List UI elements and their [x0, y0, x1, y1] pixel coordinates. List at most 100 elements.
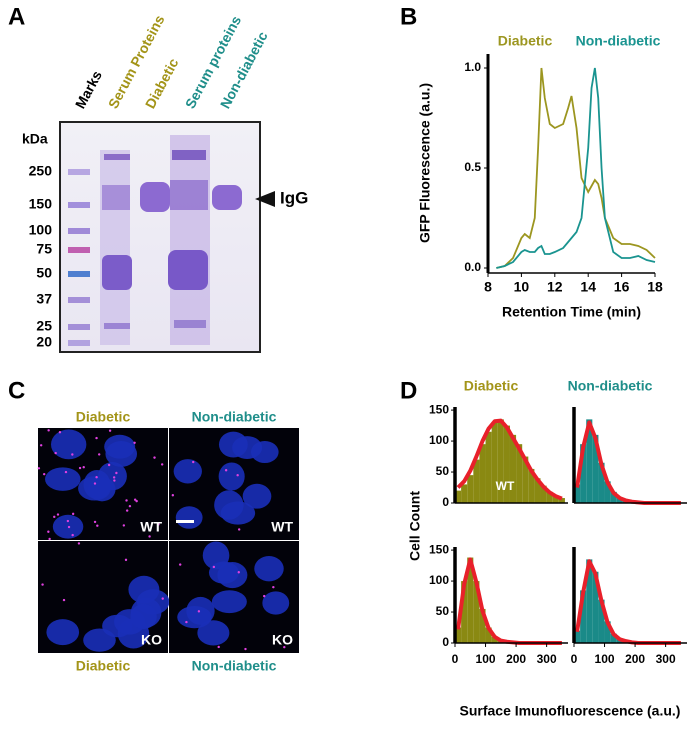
histogram-bar [485, 431, 492, 503]
panel-label: A [8, 3, 25, 30]
y-tick-label: 0 [442, 495, 449, 509]
puncta [197, 610, 201, 613]
histogram-bar [516, 444, 523, 503]
puncta [82, 466, 85, 469]
marker-band [68, 169, 90, 175]
puncta [95, 476, 98, 479]
x-tick-label: 200 [506, 652, 526, 666]
marker-band [68, 324, 90, 330]
puncta [283, 645, 286, 649]
nucleus [262, 591, 290, 615]
histogram-bar [580, 590, 587, 643]
marker-band [68, 271, 90, 277]
marker-band [68, 228, 90, 234]
series-line [496, 67, 656, 269]
puncta [160, 463, 164, 466]
puncta [67, 525, 71, 529]
histogram-bar [528, 468, 535, 503]
x-tick-label: 0 [571, 652, 578, 666]
histogram-bar [491, 636, 498, 643]
histogram-bar [604, 481, 611, 503]
histogram-bar [467, 557, 474, 643]
histogram-bar [586, 559, 593, 643]
y-tick-label: 1.0 [464, 60, 481, 74]
nucleus [45, 467, 81, 491]
y-tick-label: 150 [429, 542, 449, 556]
puncta [217, 645, 220, 649]
histogram-bar [461, 581, 468, 643]
column-label: Diabetic [76, 658, 131, 674]
puncta [272, 585, 275, 589]
y-axis-label: GFP Fluorescence (a.u.) [417, 83, 433, 243]
panel-label: B [400, 3, 417, 30]
puncta [212, 565, 216, 569]
column-label: Non-diabetic [192, 409, 277, 425]
x-tick-label: 16 [614, 279, 630, 295]
column-label: Non-diabetic [192, 658, 277, 674]
subplot-label: WT [496, 479, 515, 493]
x-tick-label: 200 [625, 652, 645, 666]
tile-label: KO [141, 632, 162, 648]
puncta [125, 499, 128, 502]
histogram-bar [574, 484, 581, 503]
puncta [122, 524, 126, 527]
puncta [244, 647, 247, 651]
y-tick-label: 100 [429, 433, 449, 447]
histogram-bar [522, 456, 529, 503]
puncta [161, 597, 164, 600]
histogram-bar [574, 630, 581, 643]
x-tick-label: 12 [547, 279, 563, 295]
nucleus [78, 476, 111, 501]
histogram-bar [552, 495, 559, 503]
y-tick-label: 0.5 [464, 160, 481, 174]
puncta [133, 498, 137, 501]
puncta [171, 494, 175, 497]
tile-label: WT [271, 519, 293, 535]
puncta [54, 451, 57, 455]
y-tick-label: 50 [436, 464, 450, 478]
puncta [108, 429, 112, 432]
puncta [62, 598, 66, 602]
nucleus [254, 556, 284, 582]
nucleus [208, 561, 239, 584]
puncta [41, 583, 44, 586]
histogram-bar [598, 462, 605, 503]
puncta [93, 482, 97, 485]
puncta [157, 523, 160, 526]
unit-label: kDa [22, 131, 48, 147]
histogram-bar [616, 498, 623, 503]
y-tick-label: 0 [442, 635, 449, 649]
marker-label: 50 [36, 265, 52, 281]
histogram-bar [467, 475, 474, 503]
histogram-bar [586, 419, 593, 503]
puncta [113, 479, 116, 482]
x-tick-label: 10 [514, 279, 530, 295]
histogram-bar [604, 621, 611, 643]
marker-label: 37 [36, 291, 52, 307]
histogram-bar [534, 478, 541, 503]
y-tick-label: 100 [429, 573, 449, 587]
histogram-bar [592, 434, 599, 503]
x-tick-label: 300 [656, 652, 676, 666]
puncta [263, 594, 266, 598]
marker-band [68, 247, 90, 253]
histogram-bar [491, 422, 498, 503]
puncta [48, 537, 51, 541]
nucleus [173, 459, 202, 484]
histogram-bar [509, 434, 517, 503]
puncta [112, 476, 116, 479]
nucleus [50, 429, 87, 460]
puncta [93, 520, 97, 524]
marker-label: 150 [29, 196, 53, 212]
puncta [97, 453, 101, 456]
band-label: IgG [280, 188, 308, 207]
puncta [128, 504, 132, 508]
nucleus [214, 490, 244, 520]
x-tick-label: 14 [580, 279, 596, 295]
puncta [71, 453, 74, 456]
marker-band [68, 340, 90, 346]
puncta [107, 463, 111, 467]
subplot-label: WT [615, 479, 634, 493]
puncta [153, 456, 156, 459]
